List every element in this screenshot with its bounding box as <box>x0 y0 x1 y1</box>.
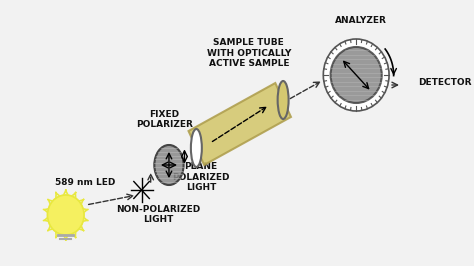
Polygon shape <box>189 83 291 165</box>
Text: NON-POLARIZED
LIGHT: NON-POLARIZED LIGHT <box>116 205 200 224</box>
Circle shape <box>47 195 84 235</box>
Text: PLANE
POLARIZED
LIGHT: PLANE POLARIZED LIGHT <box>172 162 230 192</box>
Text: SAMPLE TUBE
WITH OPTICALLY
ACTIVE SAMPLE: SAMPLE TUBE WITH OPTICALLY ACTIVE SAMPLE <box>207 38 291 68</box>
Text: 589 nm LED: 589 nm LED <box>55 178 115 187</box>
Text: DETECTOR: DETECTOR <box>418 78 472 87</box>
Text: ANALYZER: ANALYZER <box>335 16 387 25</box>
Text: FIXED
POLARIZER: FIXED POLARIZER <box>136 110 193 129</box>
Ellipse shape <box>191 129 202 167</box>
Ellipse shape <box>155 145 183 185</box>
Ellipse shape <box>278 81 289 119</box>
Circle shape <box>330 47 382 103</box>
Circle shape <box>323 39 389 111</box>
